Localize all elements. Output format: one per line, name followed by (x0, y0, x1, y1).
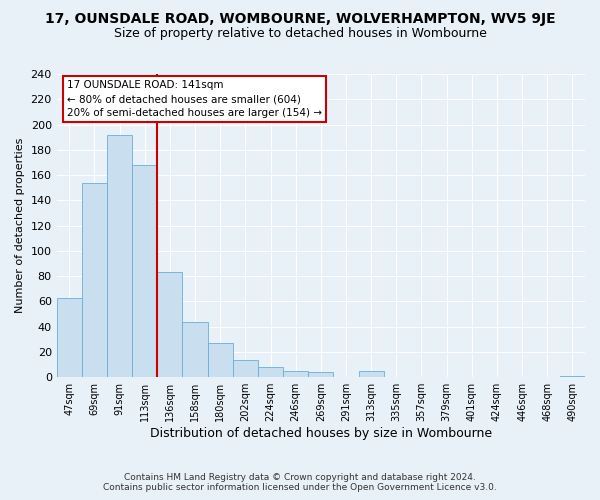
Text: Size of property relative to detached houses in Wombourne: Size of property relative to detached ho… (113, 28, 487, 40)
Bar (560, 376, 585, 377)
Bar (182, 322, 208, 377)
Bar (56, 298, 82, 377)
Bar (359, 371, 384, 377)
Bar (258, 367, 283, 377)
Bar (208, 343, 233, 377)
Bar (132, 165, 157, 377)
X-axis label: Distribution of detached houses by size in Wombourne: Distribution of detached houses by size … (150, 427, 492, 440)
Bar (283, 371, 308, 377)
Text: Contains HM Land Registry data © Crown copyright and database right 2024.
Contai: Contains HM Land Registry data © Crown c… (103, 473, 497, 492)
Text: 17, OUNSDALE ROAD, WOMBOURNE, WOLVERHAMPTON, WV5 9JE: 17, OUNSDALE ROAD, WOMBOURNE, WOLVERHAMP… (44, 12, 556, 26)
Y-axis label: Number of detached properties: Number of detached properties (15, 138, 25, 314)
Bar (107, 134, 132, 377)
Text: 17 OUNSDALE ROAD: 141sqm
← 80% of detached houses are smaller (604)
20% of semi-: 17 OUNSDALE ROAD: 141sqm ← 80% of detach… (67, 80, 322, 118)
Bar (308, 372, 334, 377)
Bar (233, 360, 258, 377)
Bar (157, 272, 182, 377)
Bar (82, 182, 107, 377)
